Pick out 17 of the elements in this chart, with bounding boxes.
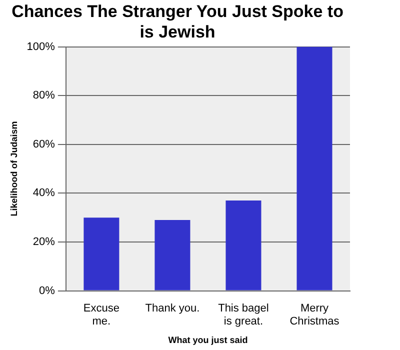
y-tick-label: 40% <box>32 187 56 200</box>
x-axis-title: What you just said <box>168 335 248 346</box>
x-tick-label: This bagel is great. <box>218 302 269 328</box>
bar <box>296 46 332 290</box>
y-tick-label: 60% <box>32 138 56 150</box>
bar <box>84 218 120 290</box>
y-axis-title: Likelihood of Judaism <box>8 121 19 216</box>
bar <box>226 200 262 290</box>
chart-title: Chances The Stranger You Just Spoke to is Jewish <box>12 2 344 42</box>
x-tick-label: Excuse me. <box>83 302 120 328</box>
x-tick-label: Merry Christmas <box>290 302 340 328</box>
y-tick-label: 100% <box>26 40 56 53</box>
bar <box>154 220 190 290</box>
y-tick-label: 20% <box>32 236 56 248</box>
y-tick-label: 0% <box>39 284 56 297</box>
y-tick-label: 80% <box>32 90 56 102</box>
x-tick-label: Thank you. <box>145 302 200 314</box>
